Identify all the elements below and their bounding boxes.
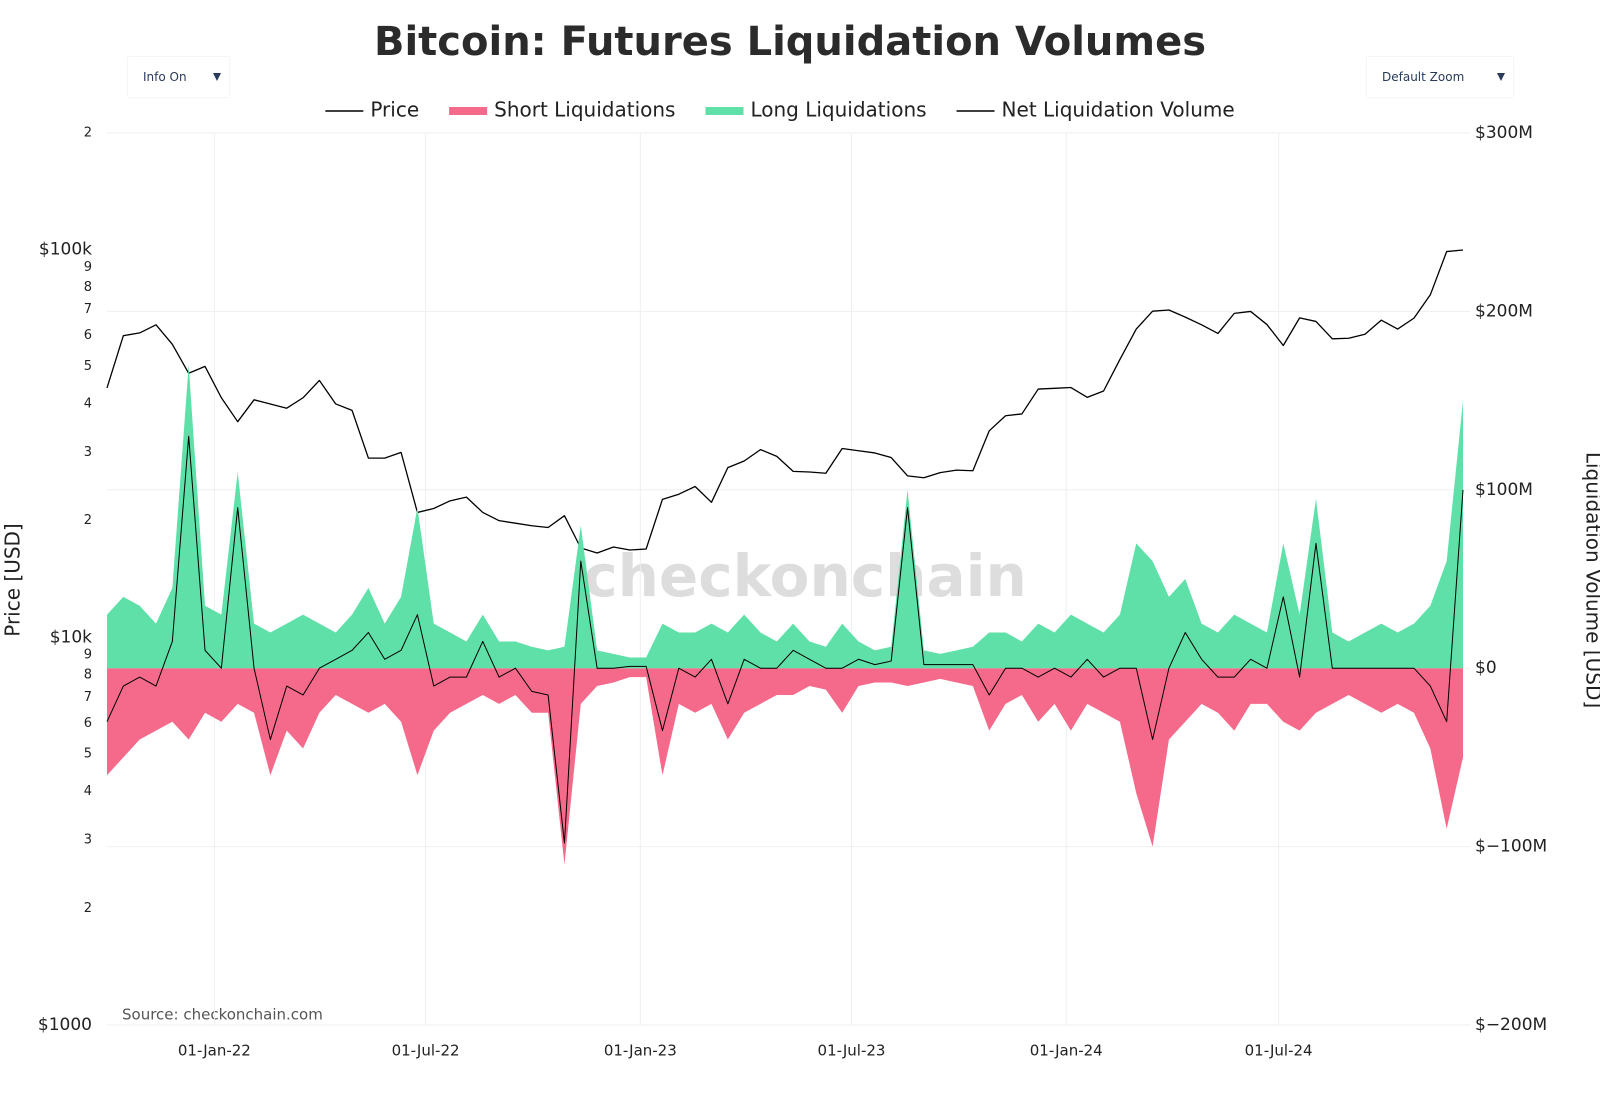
y2-tick-label: $−100M bbox=[1475, 837, 1547, 857]
y2-tick-label: $0 bbox=[1475, 658, 1497, 678]
y-tick-label: 3 bbox=[84, 833, 92, 848]
y-tick-label: 4 bbox=[84, 784, 92, 799]
y-tick-label: $1000 bbox=[38, 1015, 92, 1035]
y-axis-title: Price [USD] bbox=[1, 523, 25, 637]
y-tick-label: 9 bbox=[84, 260, 92, 275]
x-tick-label: 01-Jul-24 bbox=[1245, 1042, 1313, 1060]
y-tick-label: $10k bbox=[50, 627, 92, 647]
line bbox=[106, 435, 1464, 844]
y2-axis-title: Liquidation Volume [USD] bbox=[1582, 452, 1600, 708]
legend-item: Long Liquidations bbox=[705, 98, 927, 122]
y-tick-label: 8 bbox=[84, 667, 92, 682]
legend-label: Price bbox=[370, 98, 419, 122]
dropdown-arrow bbox=[1497, 73, 1505, 81]
legend: Price Short Liquidations Long Liquidations… bbox=[325, 98, 1235, 122]
x-tick-label: 01-Jan-23 bbox=[604, 1042, 677, 1060]
plot-area bbox=[106, 249, 1464, 865]
chart-title: Bitcoin: Futures Liquidation Volumes bbox=[374, 19, 1206, 65]
info-dropdown-label[interactable]: Info On bbox=[143, 70, 187, 84]
legend-item: Net Liquidation Volume bbox=[956, 98, 1235, 122]
y2-tick-label: $200M bbox=[1475, 301, 1533, 321]
y-tick-label: 9 bbox=[84, 648, 92, 663]
legend-swatch bbox=[449, 107, 488, 115]
line bbox=[106, 249, 1464, 554]
y-tick-label: 5 bbox=[84, 359, 92, 374]
x-tick-label: 01-Jul-23 bbox=[818, 1042, 886, 1060]
x-tick-label: 01-Jul-22 bbox=[392, 1042, 460, 1060]
y-tick-label: 2 bbox=[84, 901, 92, 916]
y-tick-label: 2 bbox=[84, 513, 92, 528]
zoom-dropdown-label[interactable]: Default Zoom bbox=[1382, 70, 1465, 84]
legend-label: Short Liquidations bbox=[494, 98, 675, 122]
source-note: Source: checkonchain.com bbox=[122, 1006, 323, 1024]
y2-tick-label: $100M bbox=[1475, 480, 1533, 500]
y2-tick-label: $300M bbox=[1475, 123, 1533, 143]
info-dropdown[interactable]: Info On bbox=[128, 57, 229, 97]
y-tick-label: 3 bbox=[84, 445, 92, 460]
y-tick-label: 7 bbox=[84, 302, 92, 317]
x-tick-label: 01-Jan-24 bbox=[1030, 1042, 1103, 1060]
y-tick-label: 6 bbox=[84, 328, 92, 343]
y-tick-label: 5 bbox=[84, 747, 92, 762]
legend-label: Long Liquidations bbox=[750, 98, 926, 122]
legend-swatch bbox=[705, 107, 744, 115]
y2-tick-label: $−200M bbox=[1475, 1015, 1547, 1035]
y-tick-label: 7 bbox=[84, 690, 92, 705]
y-tick-label: 4 bbox=[84, 396, 92, 411]
legend-item: Short Liquidations bbox=[449, 98, 675, 122]
area bbox=[107, 364, 1463, 669]
y-tick-label: $100k bbox=[39, 240, 92, 260]
x-tick-label: 01-Jan-22 bbox=[178, 1042, 251, 1060]
legend-label: Net Liquidation Volume bbox=[1002, 98, 1235, 122]
y-tick-label: 2 bbox=[84, 126, 92, 141]
dropdown-arrow bbox=[213, 73, 221, 81]
y-tick-label: 6 bbox=[84, 716, 92, 731]
y-tick-label: 8 bbox=[84, 280, 92, 295]
area bbox=[107, 668, 1463, 865]
zoom-dropdown[interactable]: Default Zoom bbox=[1367, 57, 1513, 97]
watermark: checkonchain bbox=[583, 542, 1027, 610]
legend-item: Price bbox=[325, 98, 419, 122]
ticks: 01-Jan-22 01-Jul-22 01-Jan-23 01-Jul-23 01-J… bbox=[38, 123, 1547, 1060]
